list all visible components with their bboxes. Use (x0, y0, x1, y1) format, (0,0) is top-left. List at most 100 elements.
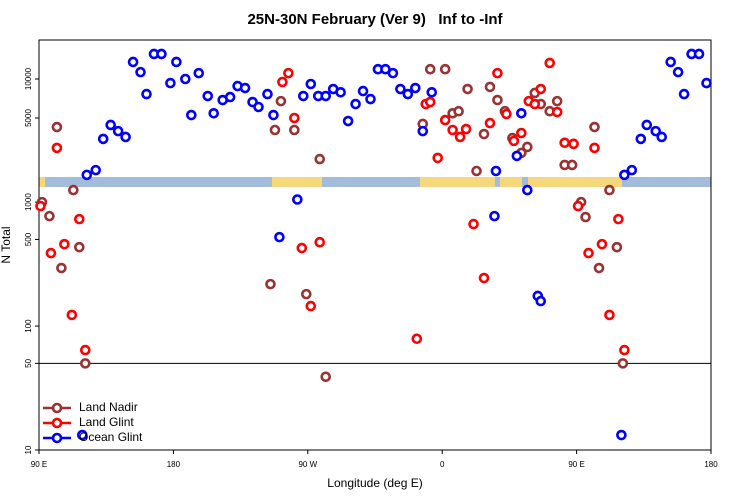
point (453, 105, 464, 117)
y-tick-label: 100 (24, 319, 33, 333)
point (51, 142, 63, 154)
point (460, 123, 472, 135)
point (593, 262, 605, 274)
x-tick-label: 90 E (568, 460, 584, 469)
point (424, 63, 436, 75)
point (672, 66, 684, 78)
point (492, 94, 503, 106)
point (665, 56, 676, 68)
point (626, 164, 638, 176)
point (202, 90, 214, 102)
y-tick-label: 10000 (24, 67, 33, 90)
point (410, 82, 421, 94)
point (572, 200, 584, 212)
point (265, 278, 276, 290)
point (619, 169, 630, 181)
point (74, 213, 85, 225)
point (516, 127, 527, 139)
point (468, 218, 479, 230)
point (478, 128, 490, 140)
point (635, 133, 647, 145)
point (439, 114, 451, 126)
plot-frame (38, 39, 712, 451)
surface-strip (39, 177, 711, 187)
point (305, 300, 317, 312)
point (268, 109, 279, 121)
point (56, 262, 67, 274)
point (81, 169, 93, 181)
point (596, 238, 608, 250)
point (208, 107, 220, 119)
y-axis-label: N Total (0, 226, 13, 263)
point (320, 371, 332, 383)
x-tick-label: 90 E (31, 460, 47, 469)
point (619, 344, 630, 356)
point (357, 85, 369, 97)
x-tick-label: 90 W (298, 460, 317, 469)
point (604, 309, 615, 321)
point (551, 95, 563, 107)
point (66, 309, 78, 321)
y-tick-label: 5000 (24, 109, 33, 127)
point (292, 194, 303, 205)
point (424, 96, 436, 108)
point (650, 125, 662, 137)
point (283, 67, 294, 79)
point (417, 125, 429, 137)
point (274, 231, 285, 243)
point (522, 184, 533, 196)
point (454, 131, 466, 143)
point (79, 344, 91, 356)
point (580, 211, 591, 223)
point (617, 358, 629, 369)
legend-marker (51, 417, 63, 429)
legend-marker (51, 402, 63, 414)
point (253, 101, 264, 113)
point (693, 48, 705, 60)
point (320, 90, 332, 102)
point (269, 124, 281, 136)
point (402, 88, 414, 100)
point (471, 165, 482, 177)
point (387, 67, 399, 79)
legend-marker (51, 432, 63, 444)
point (224, 91, 236, 103)
point (395, 83, 406, 95)
point (478, 272, 490, 284)
point (365, 93, 376, 105)
point (583, 247, 594, 259)
x-tick-label: 180 (704, 460, 718, 469)
point (298, 90, 309, 102)
point (511, 150, 523, 162)
legend-label: Land Glint (79, 415, 134, 429)
point (79, 358, 91, 369)
legend-label: Ocean Glint (79, 430, 143, 444)
point (484, 81, 496, 93)
point (529, 98, 541, 110)
point (559, 137, 570, 149)
point (239, 82, 251, 94)
point (180, 73, 191, 85)
point (439, 63, 451, 75)
point (105, 119, 116, 131)
point (589, 121, 600, 133)
point (45, 247, 57, 259)
point (186, 109, 197, 121)
chart-title: 25N-30N February (Ver 9) Inf to -Inf (247, 11, 503, 28)
point (289, 112, 300, 124)
point (641, 119, 653, 131)
point (112, 125, 124, 137)
point (277, 76, 288, 88)
point (432, 152, 444, 164)
point (678, 88, 690, 100)
point (35, 200, 46, 212)
point (74, 241, 85, 253)
legend-label: Land Nadir (79, 400, 138, 414)
point (589, 142, 600, 154)
point (411, 333, 423, 345)
point (335, 86, 346, 98)
point (489, 210, 500, 222)
point (59, 238, 70, 250)
point (656, 131, 668, 143)
point (484, 117, 496, 129)
